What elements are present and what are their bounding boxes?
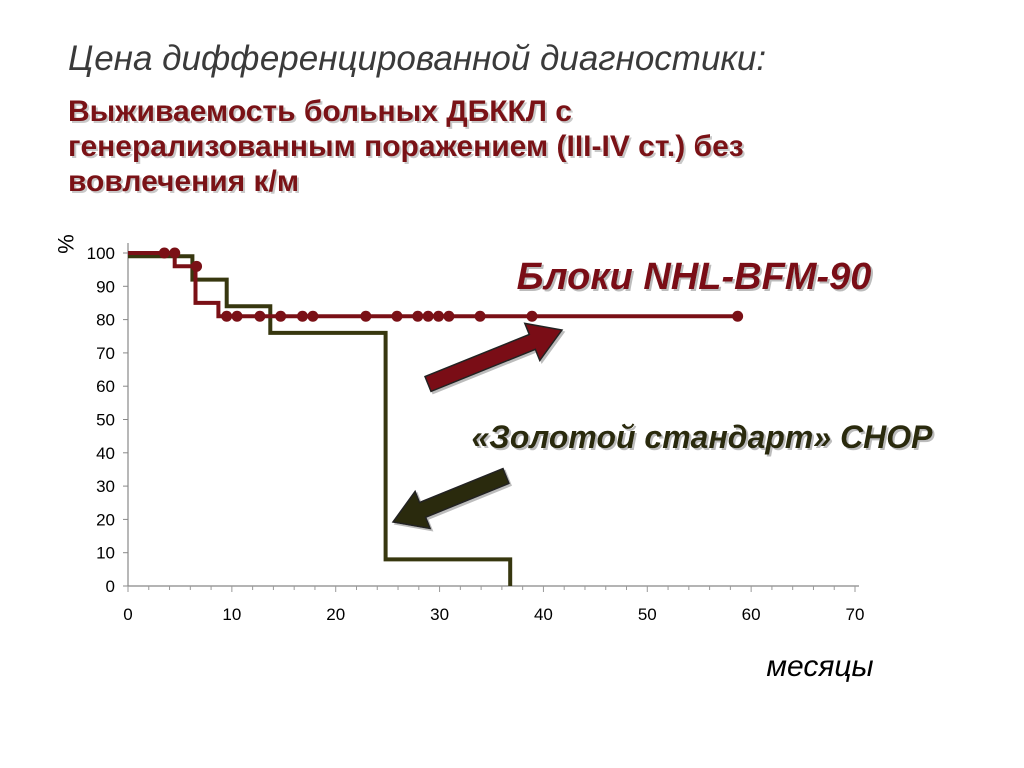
censor-marker-bfm xyxy=(254,310,266,322)
censor-marker-bfm xyxy=(307,310,319,322)
censor-marker-bfm xyxy=(169,247,181,259)
x-tick-label: 60 xyxy=(742,605,761,624)
censor-marker-bfm xyxy=(191,260,203,272)
arrow-to-bfm-curve xyxy=(424,322,564,393)
y-tick-label: 90 xyxy=(96,277,115,296)
y-tick-label: 40 xyxy=(96,444,115,463)
y-tick-label: 0 xyxy=(106,577,115,596)
censor-marker-bfm xyxy=(221,310,233,322)
censor-marker-bfm xyxy=(474,310,486,322)
censor-marker-bfm xyxy=(412,310,424,322)
y-axis-label: % xyxy=(53,234,78,254)
x-axis-label: месяцы xyxy=(766,650,873,683)
censor-marker-bfm xyxy=(296,310,308,322)
x-tick-label: 20 xyxy=(326,605,345,624)
y-tick-label: 30 xyxy=(96,477,115,496)
x-tick-label: 10 xyxy=(222,605,241,624)
censor-marker-bfm xyxy=(231,310,243,322)
arrow-to-chop-curve xyxy=(391,467,510,530)
x-tick-label: 70 xyxy=(846,605,865,624)
censor-marker-bfm xyxy=(422,310,434,322)
censor-marker-bfm xyxy=(433,310,445,322)
y-tick-label: 10 xyxy=(96,544,115,563)
subtitle-line-1: Выживаемость больных ДБККЛ с xyxy=(68,95,572,128)
censor-marker-bfm xyxy=(732,310,744,322)
censor-marker-bfm xyxy=(158,247,170,259)
plot-area: 0 10 20 30 40 50 60 70 80 90 100 0 10 20 30 40 50 70 60 xyxy=(87,243,865,624)
y-tick-label: 100 xyxy=(87,244,115,263)
censor-marker-bfm xyxy=(360,310,372,322)
annotation-chop: «Золотой стандарт» CHOP xyxy=(471,419,933,455)
x-tick-label: 50 xyxy=(638,605,657,624)
y-tick-label: 50 xyxy=(96,411,115,430)
y-tick-label: 60 xyxy=(96,377,115,396)
censor-marker-bfm xyxy=(443,310,455,322)
censor-marker-bfm xyxy=(526,310,538,322)
y-tick-label: 20 xyxy=(96,510,115,529)
subtitle-line-3: вовлечения к/м xyxy=(68,165,300,198)
series-line-chop xyxy=(128,254,513,586)
subtitle-line-2: генерализованным поражением (III-IV ст.)… xyxy=(68,130,744,163)
x-tick-label: 0 xyxy=(123,605,132,624)
censor-marker-bfm xyxy=(391,310,403,322)
slide-title: Цена дифференцированной диагностики: xyxy=(68,39,767,78)
x-tick-label: 40 xyxy=(534,605,553,624)
slide-subtitle: Выживаемость больных ДБККЛ с генерализов… xyxy=(68,94,968,199)
x-tick-label: 30 xyxy=(430,605,449,624)
y-tick-label: 70 xyxy=(96,344,115,363)
annotation-bfm: Блоки NHL-BFM-90 xyxy=(517,256,872,298)
censor-marker-bfm xyxy=(275,310,287,322)
y-tick-label: 80 xyxy=(96,311,115,330)
